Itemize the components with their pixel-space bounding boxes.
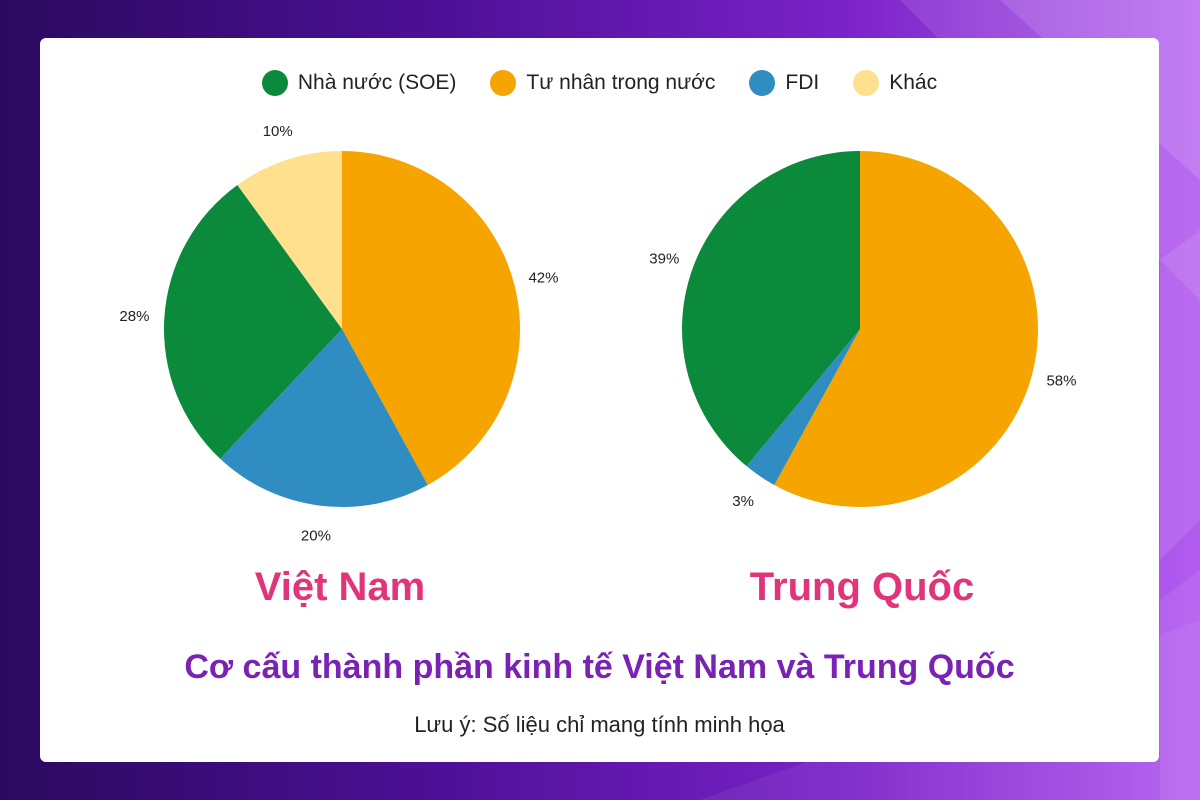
note-text: Lưu ý: Số liệu chỉ mang tính minh họa <box>414 712 785 737</box>
pie-slice-china-2 <box>681 151 860 467</box>
pie-charts: 42% 20% 28% 10% 58% 3% 39% <box>119 123 1076 544</box>
legend-label-soe: Nhà nước (SOE) <box>297 71 457 94</box>
legend-label-other: Khác <box>889 71 938 94</box>
pie-label-vietnam-1: 20% <box>301 527 331 544</box>
legend-swatch-other <box>853 70 880 96</box>
legend-label-private: Tư nhân trong nước <box>526 71 716 94</box>
chart-title-china: Trung Quốc <box>749 565 975 609</box>
pie-label-vietnam-2: 28% <box>119 308 149 325</box>
legend-item-other: Khác <box>853 70 937 96</box>
pie-label-vietnam-0: 42% <box>528 269 558 286</box>
pie-slice-vietnam-2 <box>163 184 342 459</box>
legend-swatch-soe <box>261 70 288 96</box>
legend-swatch-fdi <box>749 70 776 96</box>
chart-title-vietnam: Việt Nam <box>254 565 426 609</box>
pie-label-china-2: 39% <box>649 251 679 268</box>
pie-slice-vietnam-1 <box>220 329 428 507</box>
pie-label-china-1: 3% <box>732 493 754 510</box>
pie-slice-vietnam-0 <box>342 151 520 485</box>
chart-card: Nhà nước (SOE) Tư nhân trong nước FDI Kh… <box>40 38 1159 762</box>
pie-slice-vietnam-3 <box>237 151 342 329</box>
legend-item-soe: Nhà nước (SOE) <box>261 70 457 96</box>
pie-slice-china-1 <box>746 329 860 485</box>
pie-slice-china-0 <box>774 151 1038 507</box>
legend: Nhà nước (SOE) Tư nhân trong nước FDI Kh… <box>40 70 1159 96</box>
legend-swatch-private <box>490 70 517 96</box>
legend-label-fdi: FDI <box>785 71 820 94</box>
pie-label-vietnam-3: 10% <box>263 123 293 140</box>
legend-item-private: Tư nhân trong nước <box>490 70 715 96</box>
legend-item-fdi: FDI <box>749 70 819 96</box>
main-title: Cơ cấu thành phần kinh tế Việt Nam và Tr… <box>184 648 1015 686</box>
pie-label-china-0: 58% <box>1046 373 1076 390</box>
